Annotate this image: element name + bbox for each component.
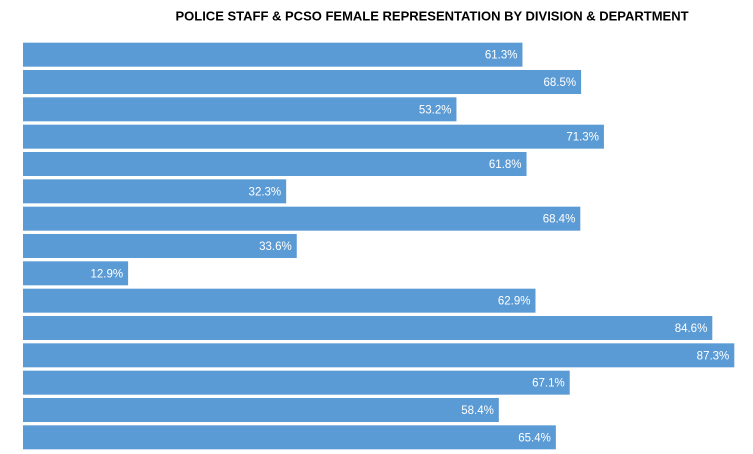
bar xyxy=(23,152,527,176)
value-label: 67.1% xyxy=(532,378,565,390)
value-label: 61.8% xyxy=(489,159,522,171)
value-label: 65.4% xyxy=(518,432,551,444)
value-label: 53.2% xyxy=(419,104,452,116)
bar xyxy=(23,234,297,258)
value-label: 61.3% xyxy=(485,50,518,62)
chart-title: POLICE STAFF & PCSO FEMALE REPRESENTATIO… xyxy=(175,8,688,23)
bar xyxy=(23,97,457,122)
bar xyxy=(23,316,713,340)
bar xyxy=(23,343,735,368)
value-label: 58.4% xyxy=(461,405,494,417)
bar xyxy=(23,370,570,395)
bar xyxy=(23,288,536,313)
value-label: 87.3% xyxy=(697,350,730,362)
value-label: 84.6% xyxy=(675,323,708,335)
bar xyxy=(23,398,499,422)
value-label: 71.3% xyxy=(566,132,599,144)
bar xyxy=(23,261,129,286)
bar xyxy=(23,206,581,231)
value-label: 68.4% xyxy=(543,214,576,226)
bar xyxy=(23,124,604,149)
bar xyxy=(23,179,287,204)
value-label: 33.6% xyxy=(259,241,292,253)
bar xyxy=(23,425,556,450)
value-label: 32.3% xyxy=(249,186,282,198)
value-label: 68.5% xyxy=(544,77,577,89)
value-label: 12.9% xyxy=(90,268,123,280)
bar xyxy=(23,42,523,67)
value-label: 62.9% xyxy=(498,296,531,308)
bar xyxy=(23,70,582,94)
